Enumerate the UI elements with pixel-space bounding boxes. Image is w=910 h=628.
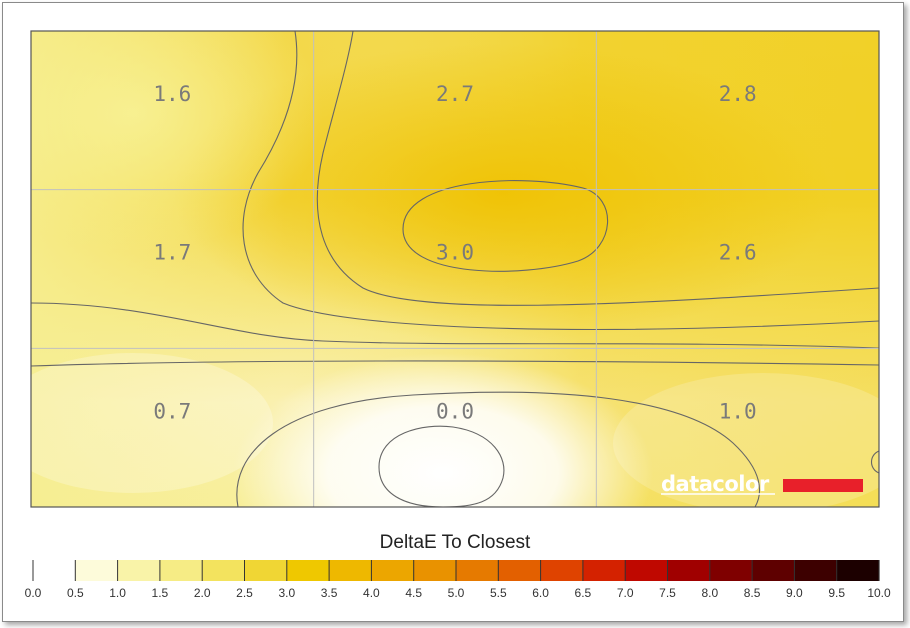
colorbar-ticks: 0.0 0.5 1.0 1.5 2.0 2.5 3.0 3.5 4.0 4.5 5.0 5.5 6.0 6… — [25, 560, 891, 600]
colorbar-tick-label: 6.5 — [575, 586, 592, 600]
colorbar — [33, 560, 880, 581]
colorbar-tick-label: 3.5 — [321, 586, 338, 600]
colorbar-swatch — [625, 560, 669, 581]
colorbar-swatch — [244, 560, 288, 581]
cell-value-label: 2.7 — [436, 82, 474, 106]
colorbar-swatch — [413, 560, 457, 581]
cell-value-label: 1.0 — [719, 399, 757, 423]
datacolor-watermark: datacolor — [661, 472, 863, 496]
colorbar-swatch — [456, 560, 499, 581]
cell-value-label: 1.6 — [153, 82, 191, 106]
colorbar-tick-label: 5.5 — [490, 586, 507, 600]
colorbar-tick-label: 2.0 — [194, 586, 211, 600]
colorbar-tick-label: 2.5 — [236, 586, 253, 600]
cell-value-label: 1.7 — [153, 241, 191, 265]
colorbar-swatch — [540, 560, 584, 581]
colorbar-swatch — [667, 560, 711, 581]
cell-value-label: 2.6 — [719, 241, 757, 265]
colorbar-swatch — [202, 560, 246, 581]
colorbar-swatch — [329, 560, 372, 581]
cell-value-label: 0.7 — [153, 399, 191, 423]
colorbar-swatch — [498, 560, 542, 581]
colorbar-tick-label: 5.0 — [448, 586, 465, 600]
colorbar-tick-label: 0.5 — [67, 586, 84, 600]
colorbar-tick-label: 4.0 — [363, 586, 380, 600]
heatmap-plot-area — [31, 31, 879, 507]
grid-lines — [31, 31, 879, 507]
cell-value-label: 3.0 — [436, 241, 474, 265]
colorbar-tick-label: 1.5 — [152, 586, 169, 600]
colorbar-swatch — [33, 560, 76, 581]
colorbar-swatch — [75, 560, 119, 581]
colorbar-tick-label: 9.0 — [786, 586, 803, 600]
colorbar-tick-label: 4.5 — [405, 586, 422, 600]
colorbar-swatch — [836, 560, 880, 581]
chart-title: DeltaE To Closest — [380, 532, 531, 553]
colorbar-swatch — [117, 560, 161, 581]
colorbar-swatch — [794, 560, 838, 581]
watermark-red-bar — [783, 479, 863, 492]
colorbar-swatch — [159, 560, 203, 581]
plot-border — [30, 30, 880, 508]
colorbar-swatch — [752, 560, 795, 581]
colorbar-tick-label: 7.5 — [659, 586, 676, 600]
cell-value-labels: 1.6 2.7 2.8 1.7 3.0 2.6 0.7 0.0 1.0 — [153, 82, 756, 423]
colorbar-tick-label: 1.0 — [109, 586, 126, 600]
chart-frame: 1.6 2.7 2.8 1.7 3.0 2.6 0.7 0.0 1.0 datacolor De… — [2, 2, 904, 622]
colorbar-swatch — [709, 560, 753, 581]
colorbar-tick-label: 3.0 — [278, 586, 295, 600]
cell-value-label: 0.0 — [436, 399, 474, 423]
colorbar-tick-label: 10.0 — [867, 586, 891, 600]
colorbar-tick-label: 7.0 — [617, 586, 634, 600]
heatmap-chart: 1.6 2.7 2.8 1.7 3.0 2.6 0.7 0.0 1.0 datacolor De… — [25, 30, 891, 600]
colorbar-tick-label: 0.0 — [25, 586, 42, 600]
colorbar-swatch — [582, 560, 626, 581]
watermark-text: datacolor — [661, 472, 770, 496]
colorbar-tick-label: 8.5 — [744, 586, 761, 600]
cell-value-label: 2.8 — [719, 82, 757, 106]
colorbar-tick-label: 9.5 — [828, 586, 845, 600]
contour-lines — [31, 31, 879, 507]
colorbar-tick-label: 8.0 — [701, 586, 718, 600]
colorbar-swatch — [286, 560, 330, 581]
colorbar-swatch — [371, 560, 415, 581]
colorbar-tick-label: 6.0 — [532, 586, 549, 600]
